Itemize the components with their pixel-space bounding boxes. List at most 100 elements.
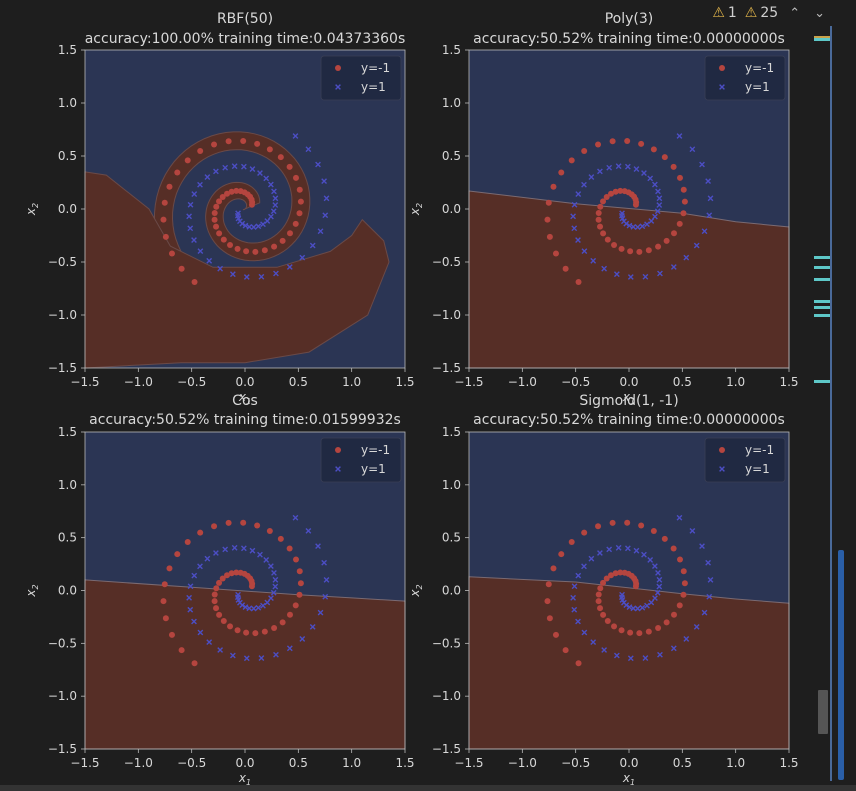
- y-axis-label-sub: 2: [415, 584, 424, 589]
- point-y1: [633, 166, 640, 172]
- point-y1: [250, 605, 257, 612]
- ruler-mark[interactable]: [814, 300, 832, 303]
- y-tick-label: −0.5: [48, 636, 77, 650]
- point-y1: [590, 639, 597, 646]
- point-y-1: [562, 265, 569, 272]
- point-y-1: [220, 236, 227, 243]
- point-y-1: [197, 529, 204, 536]
- point-y-1: [174, 169, 181, 176]
- point-y1: [615, 163, 622, 170]
- info-count[interactable]: ⚠ 1: [712, 5, 737, 21]
- point-y1: [270, 589, 277, 596]
- point-y-1: [279, 619, 286, 626]
- point-y1: [652, 595, 658, 602]
- point-y-1: [216, 198, 223, 205]
- x-tick-label: 1.0: [726, 756, 745, 770]
- point-y-1: [544, 216, 551, 223]
- x-tick-label: 1.5: [779, 375, 798, 389]
- point-y1: [597, 550, 603, 556]
- legend-marker-y1: [335, 84, 341, 90]
- chart-title: Sigmoid(1, -1): [579, 393, 678, 409]
- point-y-1: [604, 618, 611, 625]
- point-y-1: [600, 611, 607, 618]
- previous-problem-button[interactable]: ⌃: [789, 5, 801, 21]
- ruler-mark[interactable]: [814, 38, 832, 41]
- warning-icon: ⚠: [744, 5, 758, 21]
- point-y1: [639, 223, 646, 230]
- x-axis-label-sub: 1: [246, 778, 251, 787]
- point-y1: [257, 551, 263, 558]
- ruler-mark[interactable]: [814, 256, 832, 259]
- point-y-1: [552, 250, 559, 257]
- point-y-1: [676, 602, 683, 609]
- y-tick-label: 0.0: [58, 202, 77, 216]
- point-y-1: [595, 209, 602, 216]
- y-tick-label: 1.5: [58, 43, 77, 57]
- point-y-1: [211, 523, 218, 530]
- point-y1: [309, 242, 316, 249]
- vertical-scrollbar[interactable]: [838, 550, 844, 780]
- y-tick-label: 1.0: [442, 478, 461, 492]
- point-y-1: [617, 187, 624, 194]
- point-y1: [626, 222, 633, 229]
- y-tick-label: −1.0: [48, 689, 77, 703]
- problems-indicator[interactable]: ⚠ 1 ⚠ 25 ⌃ ⌄: [712, 4, 828, 22]
- ruler-mark[interactable]: [814, 278, 832, 281]
- point-y-1: [240, 138, 247, 145]
- legend-marker-y1: [719, 84, 725, 90]
- ruler-mark[interactable]: [814, 36, 832, 39]
- point-y1: [676, 514, 683, 521]
- x-tick-label: 1.0: [342, 375, 361, 389]
- point-y-1: [219, 193, 226, 200]
- point-y1: [213, 550, 219, 556]
- point-y1: [299, 254, 306, 261]
- ruler-mark[interactable]: [814, 380, 832, 383]
- y-tick-label: 1.0: [58, 96, 77, 110]
- point-y-1: [595, 141, 602, 148]
- point-y-1: [575, 278, 582, 285]
- minimap-slider[interactable]: [818, 690, 828, 734]
- region-y-1-outer: [84, 171, 390, 369]
- point-y-1: [676, 556, 683, 563]
- point-y-1: [252, 630, 259, 637]
- point-y1: [571, 225, 578, 232]
- point-y1: [624, 545, 631, 552]
- point-y-1: [650, 528, 657, 535]
- point-y1: [655, 570, 661, 576]
- point-y-1: [618, 627, 625, 634]
- point-y-1: [237, 188, 244, 195]
- point-y-1: [617, 569, 624, 576]
- x-tick-label: 1.5: [779, 756, 798, 770]
- legend: y=-1 y=1: [704, 437, 786, 483]
- y-tick-label: 1.0: [442, 96, 461, 110]
- point-y1: [197, 629, 204, 636]
- point-y1: [272, 576, 279, 583]
- point-y1: [258, 655, 265, 661]
- point-y1: [186, 213, 193, 220]
- point-y-1: [191, 278, 198, 285]
- ruler-mark[interactable]: [814, 314, 832, 317]
- point-y1: [305, 146, 312, 153]
- y-tick-label: −1.5: [432, 742, 461, 756]
- next-problem-button[interactable]: ⌄: [814, 5, 825, 21]
- overview-ruler[interactable]: [806, 28, 832, 780]
- point-y1: [633, 547, 640, 554]
- point-y-1: [279, 237, 286, 244]
- point-y1: [243, 274, 250, 280]
- x-tick-label: −1.0: [124, 756, 153, 770]
- x-tick-label: 0.5: [289, 756, 308, 770]
- x-tick-label: 0.5: [673, 756, 692, 770]
- point-y-1: [681, 198, 688, 205]
- y-tick-label: −1.0: [432, 308, 461, 322]
- x-tick-label: 1.0: [342, 756, 361, 770]
- point-y1: [243, 655, 250, 662]
- point-y-1: [224, 572, 231, 579]
- point-y1: [648, 218, 655, 224]
- point-y-1: [597, 223, 604, 230]
- ruler-mark[interactable]: [814, 306, 832, 309]
- ruler-mark[interactable]: [814, 266, 832, 269]
- point-y-1: [618, 245, 625, 252]
- point-y-1: [261, 628, 268, 635]
- warning-count[interactable]: ⚠ 25: [744, 5, 779, 21]
- point-y-1: [600, 230, 607, 237]
